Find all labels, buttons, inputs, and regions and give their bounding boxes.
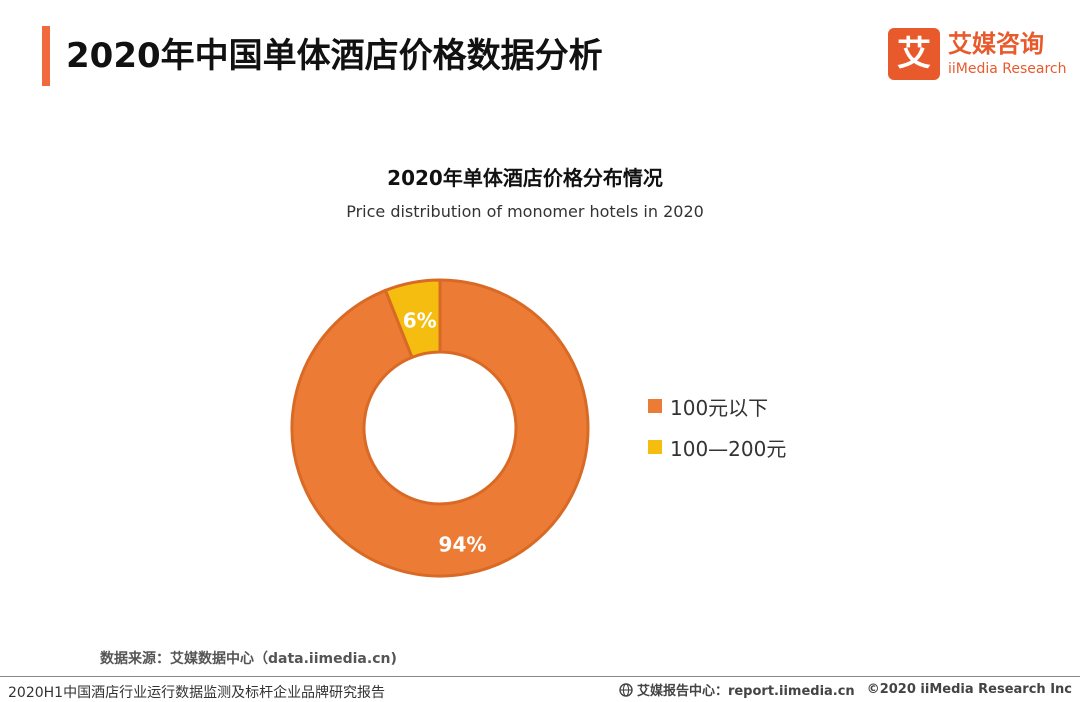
chart-subtitle: Price distribution of monomer hotels in … — [346, 202, 704, 221]
legend-item-1: 100—200元 — [648, 433, 786, 461]
data-source: 数据来源：艾媒数据中心（data.iimedia.cn) — [100, 651, 397, 667]
iimedia-logo: 艾 艾媒咨询 iiMedia Research — [888, 28, 1068, 84]
legend-item-0: 100元以下 — [648, 392, 786, 420]
chart-title: 2020年单体酒店价格分布情况 — [387, 166, 663, 190]
legend-label: 100元以下 — [670, 395, 769, 420]
page-title: 2020年中国单体酒店价格数据分析 — [66, 36, 603, 76]
legend-swatch — [648, 399, 662, 413]
footer-divider — [0, 676, 1080, 677]
globe-icon — [619, 682, 633, 697]
footer-report-name: 2020H1中国酒店行业运行数据监测及标杆企业品牌研究报告 — [8, 685, 386, 701]
slice-label-1: 6% — [403, 308, 437, 332]
logo-mark: 艾 — [888, 28, 940, 80]
slice-label-0: 94% — [439, 532, 487, 556]
chart-legend: 100元以下 100—200元 — [648, 392, 786, 474]
footer-info: 艾媒报告中心：report.iimedia.cn ©2020 iiMedia R… — [619, 680, 1072, 699]
logo-cn-text: 艾媒咨询 — [948, 30, 1044, 58]
logo-en-text: iiMedia Research — [948, 61, 1067, 77]
footer-report-center: 艾媒报告中心：report.iimedia.cn — [636, 684, 855, 699]
donut-slice-1 — [383, 278, 442, 360]
footer-copyright: ©2020 iiMedia Research Inc — [866, 682, 1072, 697]
legend-label: 100—200元 — [670, 436, 787, 461]
donut-slice-0 — [290, 278, 590, 578]
donut-chart: 94% 6% — [290, 278, 590, 578]
legend-swatch — [648, 440, 662, 454]
title-accent-bar — [42, 26, 50, 86]
